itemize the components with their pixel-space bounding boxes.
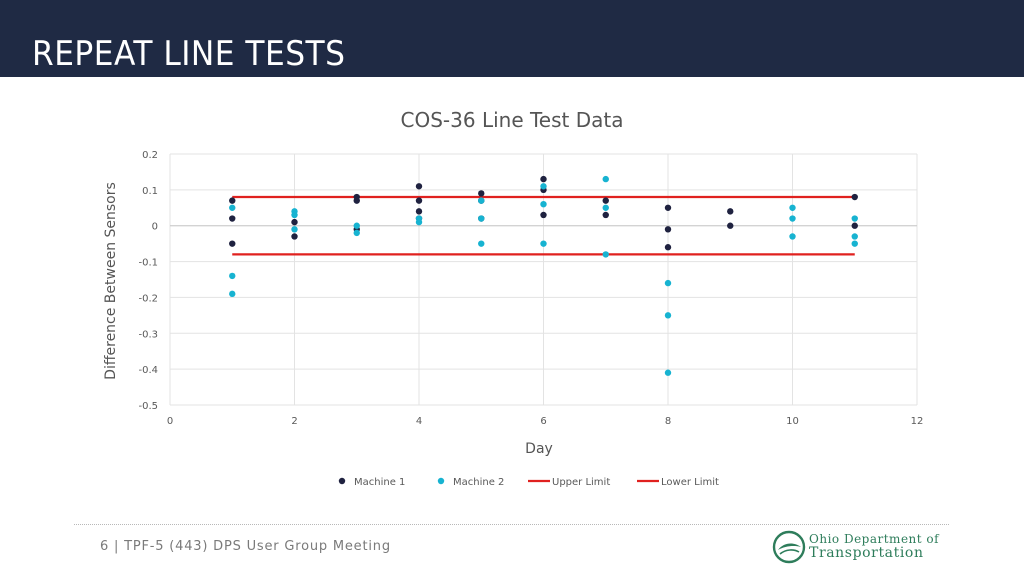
y-axis-label: Difference Between Sensors	[103, 182, 119, 380]
slide-header: REPEAT LINE TESTS	[0, 0, 1024, 77]
machine-1-point	[727, 222, 734, 229]
y-tick-label: -0.3	[138, 329, 158, 340]
machine-1-point	[727, 208, 734, 215]
machine-1-point	[415, 197, 423, 204]
y-tick-label: -0.1	[138, 258, 158, 269]
machine-2-point	[415, 218, 423, 226]
machine-2-point	[229, 290, 236, 298]
machine-2-point	[291, 226, 298, 233]
machine-2-point	[664, 279, 672, 287]
x-tick-label: 4	[416, 416, 422, 427]
x-tick-label: 0	[167, 416, 173, 427]
machine-1-point	[602, 211, 609, 219]
machine-1-point	[229, 197, 236, 204]
machine-2-point	[540, 201, 547, 208]
logo-text-top: Ohio Department of	[809, 532, 940, 546]
machine-2-point	[602, 204, 609, 211]
y-tick-label: -0.4	[138, 365, 158, 376]
machine-2-point	[851, 215, 858, 222]
x-axis-label: Day	[525, 441, 553, 457]
machine-2-point	[789, 204, 796, 211]
machine-2-point	[353, 229, 360, 237]
machine-2-point	[664, 369, 672, 376]
y-tick-label: 0	[152, 222, 158, 233]
machine-1-point	[664, 204, 672, 211]
slide-title: REPEAT LINE TESTS	[32, 34, 346, 74]
machine-1-point	[851, 222, 858, 229]
machine-1-point	[415, 183, 423, 190]
legend-marker	[338, 477, 346, 485]
machine-1-point	[602, 197, 609, 204]
grid	[169, 153, 918, 406]
machine-1-point	[478, 190, 485, 197]
machine-1-point	[540, 211, 547, 219]
machine-1-point	[851, 193, 858, 201]
x-axis-ticks: 0 2 4 6 8 10 12	[167, 416, 924, 427]
machine-2-point	[789, 233, 796, 240]
scatter-chart: COS-36 Line Test Data 0.2 0.1 0 -0.1 -0.2 -0.…	[103, 108, 924, 488]
y-tick-label: 0.1	[142, 186, 158, 197]
chart-title: COS-36 Line Test Data	[401, 108, 624, 132]
legend-label: Upper Limit	[552, 477, 610, 488]
ohio-logo-icon	[772, 530, 806, 564]
machine-1-point	[664, 244, 672, 251]
machine-1-point	[540, 175, 547, 183]
machine-1-point	[229, 240, 236, 247]
data-points	[229, 175, 858, 376]
machine-2-point	[478, 197, 485, 204]
x-tick-label: 10	[786, 416, 799, 427]
machine-1-point	[229, 215, 236, 222]
odot-logo: Ohio Department of Transportation	[772, 529, 952, 565]
y-axis-ticks: 0.2 0.1 0 -0.1 -0.2 -0.3 -0.4 -0.5	[138, 150, 158, 412]
machine-2-point	[540, 183, 547, 190]
legend-marker	[437, 477, 445, 485]
machine-2-point	[291, 211, 298, 219]
machine-1-point	[291, 233, 298, 240]
legend-label: Machine 1	[354, 477, 405, 488]
footer-text: 6 | TPF-5 (443) DPS User Group Meeting	[100, 539, 391, 554]
machine-2-point	[602, 251, 609, 258]
y-tick-label: 0.2	[142, 150, 158, 161]
machine-2-point	[540, 240, 547, 247]
machine-2-point	[229, 204, 236, 211]
footer-divider	[74, 524, 949, 525]
machine-2-point	[478, 215, 485, 222]
x-tick-label: 6	[540, 416, 546, 427]
machine-2-point	[851, 233, 858, 240]
machine-2-point	[664, 312, 672, 319]
machine-1-point	[664, 226, 672, 233]
machine-1-point	[415, 208, 423, 215]
x-tick-label: 8	[665, 416, 671, 427]
machine-2-point	[851, 240, 858, 247]
x-tick-label: 12	[911, 416, 924, 427]
y-tick-label: -0.5	[138, 401, 158, 412]
legend-label: Lower Limit	[661, 477, 719, 488]
limit-lines	[232, 195, 855, 256]
legend: Machine 1 Machine 2 Upper Limit Lower Limit	[338, 477, 719, 488]
machine-1-point	[353, 197, 360, 204]
machine-2-point	[353, 222, 360, 229]
machine-2-point	[602, 175, 609, 183]
legend-label: Machine 2	[453, 477, 504, 488]
y-tick-label: -0.2	[138, 293, 158, 304]
machine-1-point	[291, 218, 298, 226]
logo-text-bottom: Transportation	[809, 545, 924, 561]
machine-2-point	[229, 272, 236, 280]
machine-2-point	[478, 240, 485, 247]
machine-2-point	[789, 215, 796, 222]
x-tick-label: 2	[291, 416, 297, 427]
